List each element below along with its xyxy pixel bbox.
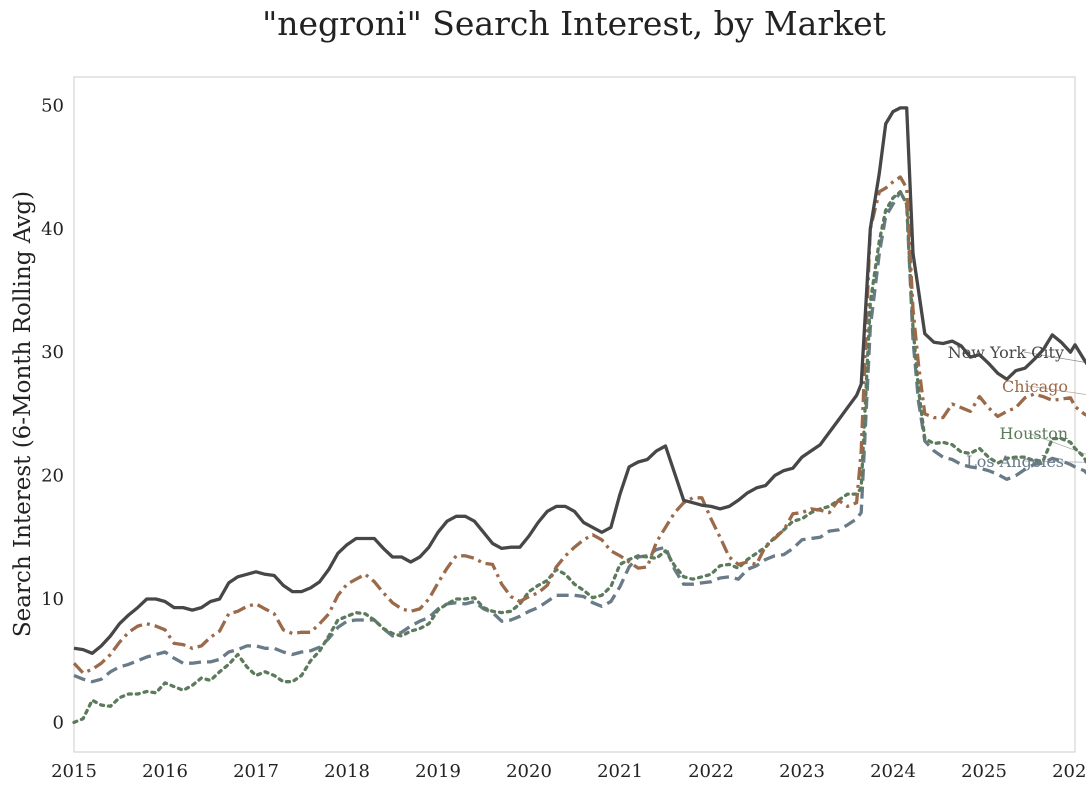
chart-title: "negroni" Search Interest, by Market: [262, 4, 886, 43]
series-line-chicago: [72, 175, 1086, 675]
series-line-los-angeles: [73, 190, 1086, 684]
y-tick-label: 40: [41, 219, 64, 240]
x-tick-label: 2021: [597, 761, 643, 782]
series-label-leader: [1023, 460, 1086, 463]
series-label-houston: Houston: [1000, 424, 1068, 443]
series-label-chicago: Chicago: [1002, 377, 1068, 396]
series-labels: New York City Chicago Houston Los Angeles: [948, 343, 1086, 471]
x-tick-label: 2019: [415, 761, 461, 782]
y-tick-label: 20: [41, 466, 64, 487]
series-label-leader: [1027, 432, 1086, 455]
x-tick-label: 2015: [51, 761, 97, 782]
series-lines: [72, 106, 1086, 725]
series-label-los-angeles: Los Angeles: [966, 452, 1064, 471]
x-tick-label: 2026: [1052, 761, 1086, 782]
y-tick-label: 30: [41, 342, 64, 363]
x-tick-label: 2022: [688, 761, 734, 782]
y-tick-label: 10: [41, 589, 64, 610]
y-axis: 0 10 20 30 40 50: [41, 95, 64, 733]
plot-frame: [73, 76, 1076, 753]
x-tick-label: 2017: [233, 761, 279, 782]
series-label-leader: [1027, 385, 1086, 395]
y-tick-label: 50: [41, 95, 64, 116]
series-line-new-york-city: [73, 106, 1086, 655]
x-tick-label: 2024: [870, 761, 916, 782]
series-label-new-york-city: New York City: [948, 343, 1064, 362]
x-tick-label: 2025: [961, 761, 1007, 782]
series-label-leader: [1023, 351, 1086, 363]
x-tick-label: 2023: [779, 761, 825, 782]
series-line-houston: [72, 190, 1086, 725]
x-tick-label: 2020: [506, 761, 552, 782]
y-tick-label: 0: [53, 712, 64, 733]
x-axis: 2015 2016 2017 2018 2019 2020 2021 2022 2023 2024…: [51, 761, 1086, 782]
y-axis-label: Search Interest (6-Month Rolling Avg): [10, 191, 36, 637]
x-tick-label: 2016: [142, 761, 188, 782]
x-tick-label: 2018: [324, 761, 370, 782]
